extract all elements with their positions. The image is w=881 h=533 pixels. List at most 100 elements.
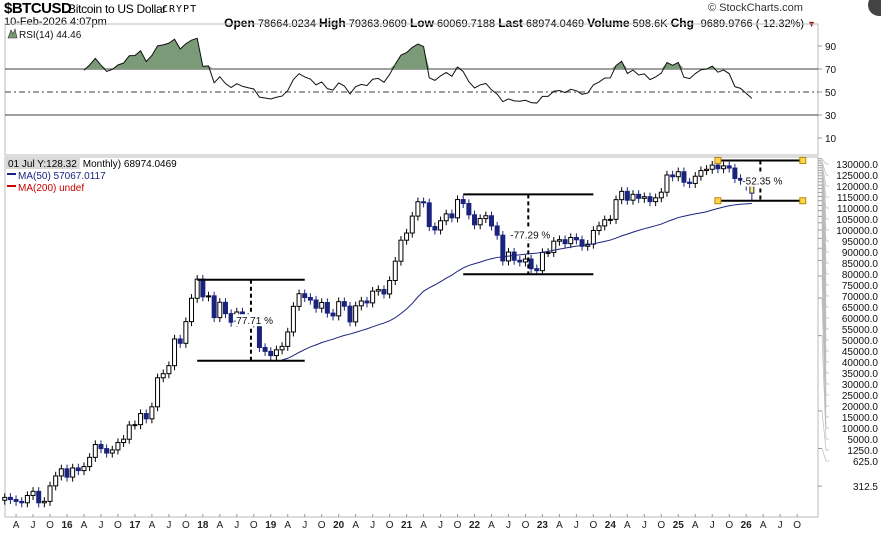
- candle: [630, 193, 636, 201]
- x-tick-label: O: [793, 520, 801, 531]
- candle: [528, 258, 534, 270]
- candle: [19, 500, 25, 504]
- price-layer: [2, 160, 755, 508]
- rsi-label: RSI(14) 44.46: [19, 30, 82, 41]
- x-tick-label: A: [149, 520, 156, 531]
- price-tick-label: 10000.0: [842, 424, 879, 435]
- candle: [262, 346, 268, 352]
- measure-label: -77.29 %: [510, 230, 550, 241]
- drag-handle: [799, 156, 807, 164]
- price-tick-label: 80000.0: [842, 270, 879, 281]
- price-tick-leader: [821, 448, 829, 462]
- brand-text[interactable]: © StockCharts.com: [708, 2, 803, 14]
- candle: [715, 164, 721, 170]
- x-tick-label: A: [352, 520, 359, 531]
- x-tick-label: A: [692, 520, 699, 531]
- x-tick-label: J: [98, 520, 103, 531]
- price-tick-leader: [821, 158, 829, 165]
- legend-ma50: MA(50) 57067.0117: [18, 171, 106, 182]
- x-tick-label: A: [284, 520, 291, 531]
- candle: [172, 338, 178, 367]
- candle: [726, 165, 732, 169]
- high-label: High: [319, 16, 346, 30]
- candle: [568, 236, 574, 245]
- price-tick-label: 105000.0: [836, 215, 878, 226]
- x-tick-label: A: [624, 520, 631, 531]
- candle: [539, 251, 545, 272]
- price-tick-label: 1250.0: [847, 446, 878, 457]
- symbol: $BTCUSD: [4, 0, 72, 17]
- rsi-indicator-icon: [7, 27, 18, 39]
- x-tick-label: O: [589, 520, 597, 531]
- candle: [285, 331, 291, 347]
- rsi-layer: [5, 37, 818, 116]
- price-tick-label: 120000.0: [836, 182, 878, 193]
- x-tick-label: A: [488, 520, 495, 531]
- candle: [132, 424, 138, 427]
- price-tick-label: 115000.0: [837, 193, 878, 204]
- price-tick-label: 30000.0: [842, 380, 879, 391]
- candle: [500, 234, 506, 262]
- x-tick-label: J: [234, 520, 239, 531]
- candle: [302, 293, 308, 299]
- candle: [670, 174, 676, 178]
- candle: [732, 167, 738, 179]
- price-tick-label: 15000.0: [842, 413, 879, 424]
- candle: [607, 218, 613, 221]
- candle: [126, 424, 132, 440]
- price-tick-label: 45000.0: [842, 347, 879, 358]
- open-label: Open: [224, 16, 255, 30]
- candle: [92, 443, 98, 458]
- candle: [375, 289, 381, 292]
- rsi-tick-label: 70: [825, 65, 837, 76]
- price-tick-leader: [821, 297, 829, 429]
- candle: [409, 215, 415, 234]
- candle: [149, 406, 155, 420]
- candle: [449, 213, 455, 219]
- price-tick-label: 95000.0: [842, 237, 879, 248]
- drag-handle: [714, 197, 722, 205]
- candle: [87, 456, 93, 468]
- candle: [81, 466, 87, 472]
- x-tick-label: 17: [129, 520, 141, 531]
- x-tick-label: J: [166, 520, 171, 531]
- candle: [658, 191, 664, 199]
- x-tick-label: J: [778, 520, 783, 531]
- candle: [75, 467, 81, 472]
- price-tick-label: 60000.0: [842, 314, 879, 325]
- x-tick-label: A: [556, 520, 563, 531]
- price-tick-label: 312.5: [853, 482, 878, 493]
- rsi-tick-label: 10: [825, 134, 837, 145]
- candle: [675, 171, 681, 178]
- candle: [426, 202, 432, 228]
- legend-ma200: MA(200) undef: [18, 183, 84, 194]
- x-tick-label: 25: [673, 520, 685, 531]
- candle: [551, 240, 557, 253]
- rsi-line: [83, 37, 753, 104]
- candle: [647, 196, 653, 203]
- x-tick-label: 20: [333, 520, 345, 531]
- candle: [121, 438, 127, 444]
- candle: [596, 225, 602, 232]
- price-panel: [4, 156, 819, 518]
- x-tick-label: O: [725, 520, 733, 531]
- x-tick-label: J: [438, 520, 443, 531]
- candle: [432, 226, 438, 231]
- candle: [613, 199, 619, 220]
- candle: [347, 305, 353, 323]
- x-tick-label: A: [760, 520, 767, 531]
- candle: [370, 290, 376, 304]
- candle: [109, 449, 115, 454]
- price-tick-label: 130000.0: [836, 160, 878, 171]
- candle: [704, 168, 710, 172]
- candle: [319, 302, 325, 309]
- measure-label: -77.71 %: [233, 316, 273, 327]
- x-tick-label: 24: [605, 520, 617, 531]
- x-tick-label: 23: [537, 520, 549, 531]
- x-tick-label: 26: [741, 520, 753, 531]
- x-tick-label: O: [657, 520, 665, 531]
- price-tick-label: 100000.0: [836, 226, 878, 237]
- x-tick-label: O: [318, 520, 326, 531]
- candle: [166, 365, 172, 375]
